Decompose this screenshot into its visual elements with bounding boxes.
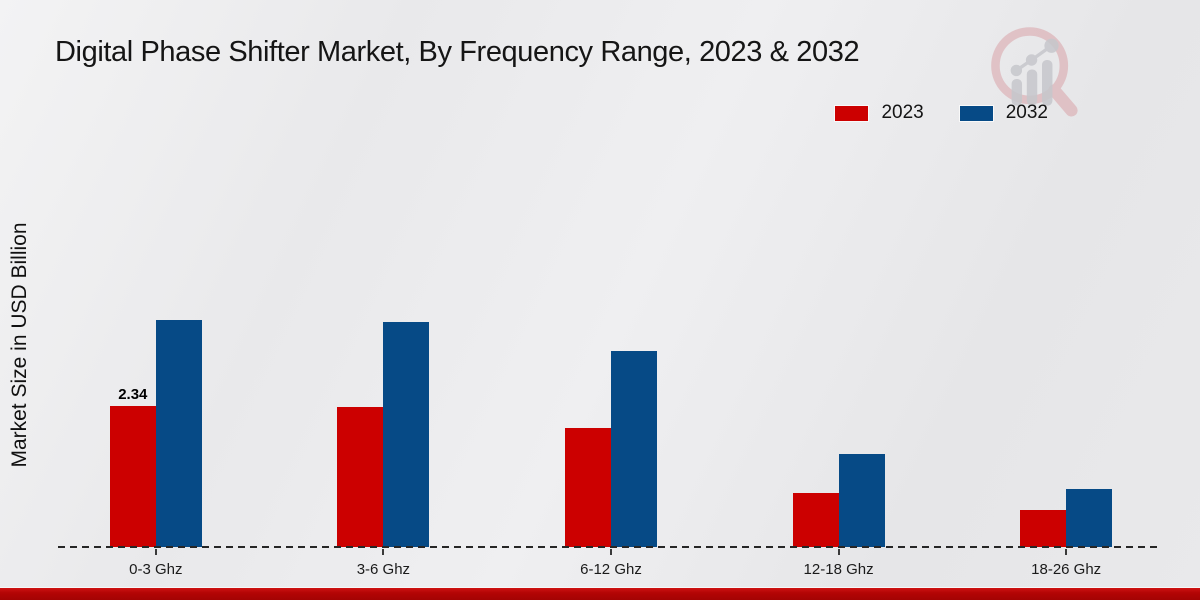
category-group-3-6-ghz: 3-6 Ghz	[270, 0, 498, 578]
category-group-0-3-ghz: 2.34 0-3 Ghz	[42, 0, 270, 578]
bar-2032-12-18-ghz	[838, 454, 885, 547]
x-axis-tick	[1065, 549, 1068, 555]
bar-2032-0-3-ghz	[155, 320, 202, 547]
x-axis-tick	[154, 549, 157, 555]
x-axis-label-6-12-ghz: 6-12 Ghz	[580, 561, 642, 578]
category-group-18-26-ghz: 18-26 Ghz	[952, 0, 1180, 578]
chart-title: Digital Phase Shifter Market, By Frequen…	[55, 36, 860, 68]
x-axis-label-3-6-ghz: 3-6 Ghz	[356, 561, 411, 578]
bar-pair	[1020, 489, 1113, 547]
bar-2023-0-3-ghz: 2.34	[109, 386, 156, 547]
bar-pair	[564, 351, 657, 547]
x-axis-label-18-26-ghz: 18-26 Ghz	[1031, 561, 1102, 578]
legend-item-2023: 2023	[835, 102, 924, 124]
bar-2032-3-6-ghz	[383, 322, 430, 547]
legend-swatch-2023	[835, 105, 869, 121]
bar-2032-18-26-ghz	[1066, 489, 1113, 547]
x-axis-tick	[609, 549, 612, 555]
bar-2023-3-6-ghz	[337, 407, 384, 547]
data-label-2023-0-3-ghz: 2.34	[118, 386, 148, 403]
bar-2023-6-12-ghz	[564, 428, 611, 547]
x-axis-label-12-18-ghz: 12-18 Ghz	[803, 561, 874, 578]
footer-red-band	[0, 587, 1200, 600]
magnifier-growth-chart-logo-icon	[985, 22, 1080, 117]
legend-label: 2032	[1005, 102, 1048, 123]
bar-pair	[792, 454, 885, 547]
bar-pair	[337, 322, 430, 547]
y-axis-label: Market Size in USD Billion	[8, 222, 31, 468]
bar-pair: 2.34	[109, 320, 202, 547]
bar-2032-6-12-ghz	[610, 351, 657, 547]
x-axis-tick	[837, 549, 840, 555]
legend-swatch-2032	[959, 105, 993, 121]
bar-2023-18-26-ghz	[1020, 510, 1067, 547]
x-axis-label-0-3-ghz: 0-3 Ghz	[129, 561, 183, 578]
legend: 2023 2032	[835, 102, 1048, 124]
category-group-12-18-ghz: 12-18 Ghz	[725, 0, 953, 578]
x-axis-baseline	[58, 546, 1160, 548]
category-group-6-12-ghz: 6-12 Ghz	[497, 0, 725, 578]
bar-2023-12-18-ghz	[792, 493, 839, 547]
legend-label: 2023	[881, 102, 924, 123]
plot-area: 2.34 0-3 Ghz 3-6 Ghz 6-12 Ghz 12-18 Ghz 18-26…	[42, 0, 1180, 578]
legend-item-2032: 2032	[959, 102, 1048, 124]
x-axis-tick	[382, 549, 385, 555]
